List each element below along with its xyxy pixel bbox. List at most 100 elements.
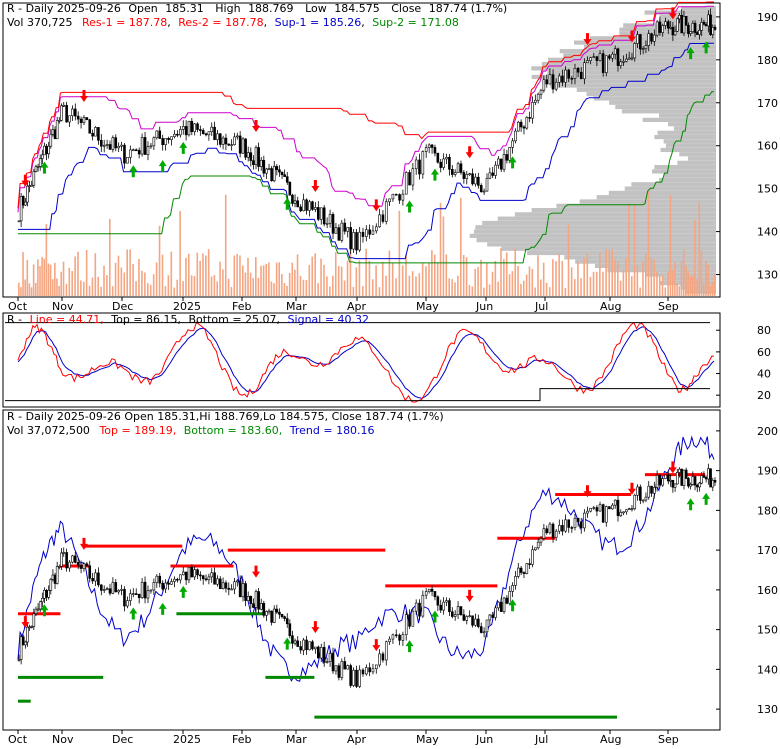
- volume-bar: [219, 261, 221, 296]
- candle-body: [414, 159, 418, 170]
- volume-bar: [108, 218, 111, 296]
- volume-bar: [691, 275, 694, 296]
- buy-arrow: [686, 498, 695, 511]
- price-x-label: Jun: [475, 300, 493, 313]
- volume-bar: [314, 253, 316, 296]
- candle-body: [592, 507, 596, 509]
- candle-body: [453, 172, 457, 175]
- candle-body: [494, 164, 497, 176]
- volume-bar: [508, 274, 511, 296]
- sell-arrow: [252, 119, 261, 132]
- volume-profile-bar: [681, 6, 716, 11]
- candle-body: [114, 582, 118, 593]
- volume-bar: [141, 270, 143, 296]
- candle-body: [650, 33, 653, 42]
- candle-body: [140, 137, 144, 155]
- candle-body: [436, 596, 440, 606]
- volume-profile-bar: [531, 74, 716, 80]
- volume-bar: [227, 278, 230, 296]
- candle-body: [238, 135, 242, 154]
- trend-bottom-value: Bottom = 183.60,: [184, 424, 283, 437]
- candle-body: [291, 194, 294, 204]
- volume-bar: [257, 277, 260, 296]
- candle-body: [439, 161, 443, 168]
- volume-bar: [602, 271, 604, 296]
- candle-body: [270, 168, 273, 182]
- candle-body: [491, 614, 494, 618]
- volume-bar: [642, 261, 644, 296]
- candle-body: [355, 669, 358, 687]
- volume-bar: [365, 248, 367, 296]
- candle-body: [453, 614, 457, 617]
- candle-body: [85, 563, 89, 567]
- volume-bar: [39, 266, 41, 296]
- volume-profile-bar: [531, 207, 716, 213]
- candle-body: [456, 163, 460, 173]
- candle-body: [488, 172, 492, 179]
- candle-body: [254, 591, 258, 608]
- candle-body: [134, 149, 138, 152]
- candle-body: [24, 641, 27, 646]
- volume-profile-bar: [662, 276, 716, 281]
- candle-body: [184, 571, 188, 581]
- volume-bar: [459, 197, 462, 296]
- candle-body: [576, 517, 580, 523]
- candle-body: [280, 613, 284, 618]
- header-res2: Res-2 = 187.78: [178, 16, 263, 29]
- volume-profile-bar: [679, 152, 716, 157]
- volume-bar: [77, 251, 79, 296]
- volume-profile-bar: [482, 220, 716, 226]
- header-open-label: Open: [128, 2, 157, 15]
- volume-bar: [375, 265, 377, 296]
- candle-body: [158, 130, 162, 139]
- trend-x-label: Nov: [52, 733, 74, 745]
- candle-body: [682, 16, 686, 34]
- volume-profile-bar: [527, 250, 716, 256]
- candle-body: [669, 26, 672, 29]
- candle-body: [114, 137, 118, 149]
- candle-body: [238, 580, 242, 598]
- candle-body: [682, 469, 686, 486]
- volume-bar: [586, 253, 589, 296]
- candle-body: [32, 613, 36, 627]
- volume-bar: [707, 264, 709, 296]
- candle-body: [97, 572, 100, 586]
- trend-header-line1: R - Daily 2025-09-26 Open 185.31,Hi 188.…: [7, 410, 444, 423]
- buy-arrow: [702, 41, 711, 54]
- price-y-label: 160: [757, 140, 778, 153]
- candle-body: [257, 147, 260, 167]
- candle-body: [120, 589, 123, 591]
- volume-bar: [207, 249, 210, 296]
- trend-x-label: Mar: [286, 733, 307, 745]
- volume-bar: [97, 276, 100, 296]
- candle-body: [394, 193, 398, 196]
- header-prefix: R - Daily 2025-09-26: [7, 2, 121, 15]
- candle-body: [299, 646, 302, 651]
- candle-body: [684, 16, 688, 26]
- volume-bar: [471, 286, 474, 296]
- candle-body: [424, 147, 428, 152]
- volume-bar: [361, 286, 364, 296]
- volume-bar: [514, 248, 517, 296]
- volume-bar: [213, 275, 216, 296]
- candle-body: [176, 578, 179, 581]
- candle-body: [28, 185, 31, 187]
- candle-body: [401, 193, 405, 201]
- volume-profile-bar: [673, 126, 716, 131]
- candle-body: [73, 555, 77, 563]
- volume-bar: [619, 280, 622, 296]
- candle-body: [707, 468, 710, 480]
- volume-bar: [222, 269, 224, 296]
- candle-body: [230, 144, 233, 147]
- candle-body: [408, 614, 411, 627]
- candle-body: [55, 566, 59, 584]
- candle-body: [451, 169, 454, 175]
- candle-body: [676, 472, 679, 485]
- candle-body: [331, 214, 335, 234]
- candle-body: [30, 626, 34, 628]
- candle-body: [167, 582, 170, 585]
- candle-body: [129, 149, 132, 158]
- candle-body: [558, 75, 561, 83]
